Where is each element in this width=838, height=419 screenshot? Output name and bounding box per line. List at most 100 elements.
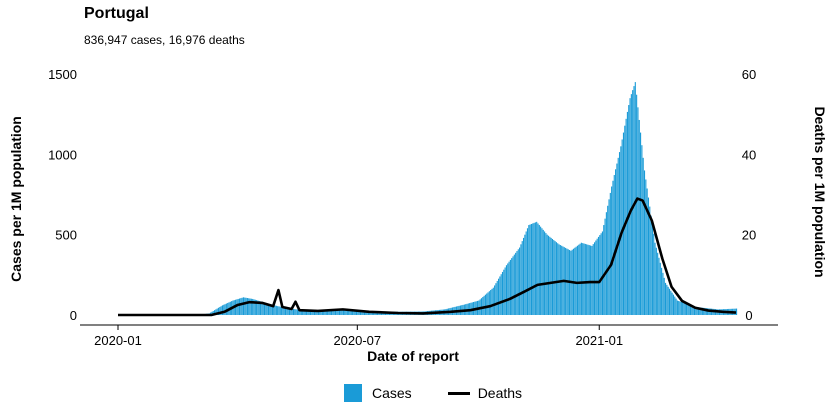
cases-bar <box>212 310 214 315</box>
cases-bar <box>508 261 510 315</box>
cases-bar <box>312 309 314 315</box>
cases-bar <box>595 240 597 315</box>
cases-bar <box>699 307 701 315</box>
cases-bar <box>592 244 594 315</box>
cases-bar <box>634 82 636 315</box>
cases-bar <box>584 243 586 315</box>
cases-bar <box>361 310 363 315</box>
right-tick-label: 20 <box>742 228 756 243</box>
cases-bar <box>223 304 225 315</box>
cases-bar <box>591 245 593 315</box>
cases-bar <box>491 288 493 315</box>
cases-bar <box>296 309 298 315</box>
cases-bar <box>534 222 536 315</box>
cases-bar <box>696 307 698 315</box>
cases-bar <box>217 307 220 315</box>
legend-cases-swatch <box>344 384 362 402</box>
legend-cases-label: Cases <box>372 385 412 401</box>
cases-bar <box>513 254 515 315</box>
cases-bar <box>345 310 347 315</box>
cases-bar <box>216 308 218 315</box>
cases-bar <box>323 310 325 315</box>
cases-bar <box>641 145 643 315</box>
cases-bar <box>482 297 484 315</box>
cases-bar <box>551 238 554 315</box>
cases-bar <box>546 234 548 315</box>
cases-bar <box>279 306 281 315</box>
cases-bar <box>626 111 628 315</box>
cases-bar <box>309 309 312 315</box>
cases-bar <box>277 306 279 315</box>
cases-bar <box>672 294 675 315</box>
cases-bar <box>522 237 525 315</box>
cases-bar <box>308 309 310 315</box>
cases-bar <box>494 285 496 315</box>
cases-bar <box>529 224 531 315</box>
x-tick-label: 2020-07 <box>333 333 381 348</box>
cases-bar <box>638 119 640 316</box>
cases-bar <box>263 302 266 315</box>
left-y-ticks: 0 500 1000 1500 <box>48 67 77 323</box>
cases-bar <box>350 310 352 315</box>
cases-bar <box>496 280 498 315</box>
cases-bar <box>697 307 699 315</box>
cases-bar <box>219 306 221 315</box>
cases-bar <box>519 247 521 315</box>
cases-bar <box>609 192 611 315</box>
cases-bar <box>628 105 630 315</box>
cases-bar <box>269 303 271 315</box>
cases-bar <box>545 233 547 315</box>
cases-bar <box>294 309 296 315</box>
cases-bar <box>319 310 321 315</box>
x-axis-title: Date of report <box>367 348 459 364</box>
cases-bar <box>640 132 642 315</box>
cases-bar <box>596 238 598 315</box>
cases-bar <box>366 310 368 315</box>
cases-bar <box>507 263 509 315</box>
cases-bar <box>603 225 605 315</box>
cases-bar <box>359 310 362 315</box>
cases-bar <box>300 309 302 315</box>
cases-bar <box>225 303 227 315</box>
cases-bar <box>336 310 338 315</box>
cases-bar <box>487 292 489 315</box>
cases-bar <box>292 308 294 315</box>
cases-bar <box>542 229 544 315</box>
cases-bar <box>252 298 254 315</box>
cases-bar <box>261 301 263 315</box>
cases-bar <box>504 267 506 315</box>
cases-bar <box>691 305 693 315</box>
cases-bar <box>613 175 615 315</box>
cases-bar <box>352 310 354 315</box>
cases-bar <box>700 307 702 315</box>
cases-bar <box>348 310 350 315</box>
cases-bar <box>304 309 306 315</box>
cases-bar <box>483 295 485 315</box>
cases-bar <box>553 240 555 315</box>
left-tick-label: 500 <box>55 228 77 243</box>
left-tick-label: 0 <box>70 308 77 323</box>
cases-bar <box>346 310 348 315</box>
cases-bar <box>555 242 557 315</box>
cases-bar <box>540 226 542 315</box>
cases-bar <box>238 298 241 315</box>
cases-bar <box>536 221 538 315</box>
cases-bar <box>590 245 592 315</box>
cases-bar <box>593 242 596 315</box>
cases-bar <box>632 90 634 316</box>
cases-bar <box>241 297 243 315</box>
cases-bar <box>224 304 226 315</box>
cases-bar <box>687 304 689 315</box>
cases-bar <box>265 302 267 315</box>
cases-bar <box>286 307 288 315</box>
cases-bar <box>324 310 326 315</box>
cases-bar <box>341 310 343 315</box>
cases-bar <box>331 310 333 315</box>
cases-bar <box>612 180 614 315</box>
cases-bar <box>321 310 323 315</box>
cases-bar <box>643 170 646 315</box>
cases-bar <box>654 242 656 315</box>
cases-bar <box>580 242 582 315</box>
cases-bar <box>250 298 252 315</box>
